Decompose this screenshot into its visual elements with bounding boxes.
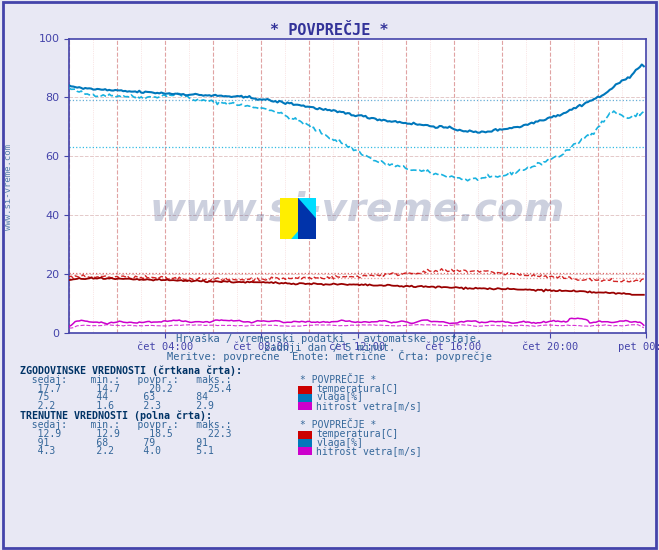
Text: 91        68      79       91: 91 68 79 91 [20,437,208,448]
Text: 12.9      12.9     18.5      22.3: 12.9 12.9 18.5 22.3 [20,429,231,439]
Text: sedaj:    min.:   povpr.:   maks.:: sedaj: min.: povpr.: maks.: [20,420,231,431]
Polygon shape [280,198,298,239]
Text: sedaj:    min.:   povpr.:   maks.:: sedaj: min.: povpr.: maks.: [20,375,231,386]
Text: zadnji dan / 5 minut.: zadnji dan / 5 minut. [264,343,395,353]
Text: TRENUTNE VREDNOSTI (polna črta):: TRENUTNE VREDNOSTI (polna črta): [20,411,212,421]
Text: 17.7      14.7     20.2      25.4: 17.7 14.7 20.2 25.4 [20,384,231,394]
Polygon shape [298,198,316,219]
Text: 4.3       2.2     4.0      5.1: 4.3 2.2 4.0 5.1 [20,446,214,456]
Polygon shape [291,211,316,239]
Text: 75        44      63       84: 75 44 63 84 [20,392,208,403]
Text: temperatura[C]: temperatura[C] [316,384,399,394]
Text: vlaga[%]: vlaga[%] [316,437,363,448]
Text: * POVPREČJE *: * POVPREČJE * [270,23,389,38]
Text: www.si-vreme.com: www.si-vreme.com [150,190,565,228]
Text: ZGODOVINSKE VREDNOSTI (črtkana črta):: ZGODOVINSKE VREDNOSTI (črtkana črta): [20,366,242,376]
Text: Hrvaška / vremenski podatki - avtomatske postaje.: Hrvaška / vremenski podatki - avtomatske… [177,334,482,344]
Text: * POVPREČJE *: * POVPREČJE * [300,420,376,431]
Text: hitrost vetra[m/s]: hitrost vetra[m/s] [316,446,422,456]
Text: www.si-vreme.com: www.si-vreme.com [4,144,13,230]
Text: 2.2       1.6     2.3      2.9: 2.2 1.6 2.3 2.9 [20,400,214,411]
Text: vlaga[%]: vlaga[%] [316,392,363,403]
Text: Meritve: povprečne  Enote: metrične  Črta: povprečje: Meritve: povprečne Enote: metrične Črta:… [167,350,492,362]
Text: hitrost vetra[m/s]: hitrost vetra[m/s] [316,400,422,411]
Polygon shape [298,198,316,239]
Text: * POVPREČJE *: * POVPREČJE * [300,375,376,386]
Text: temperatura[C]: temperatura[C] [316,429,399,439]
